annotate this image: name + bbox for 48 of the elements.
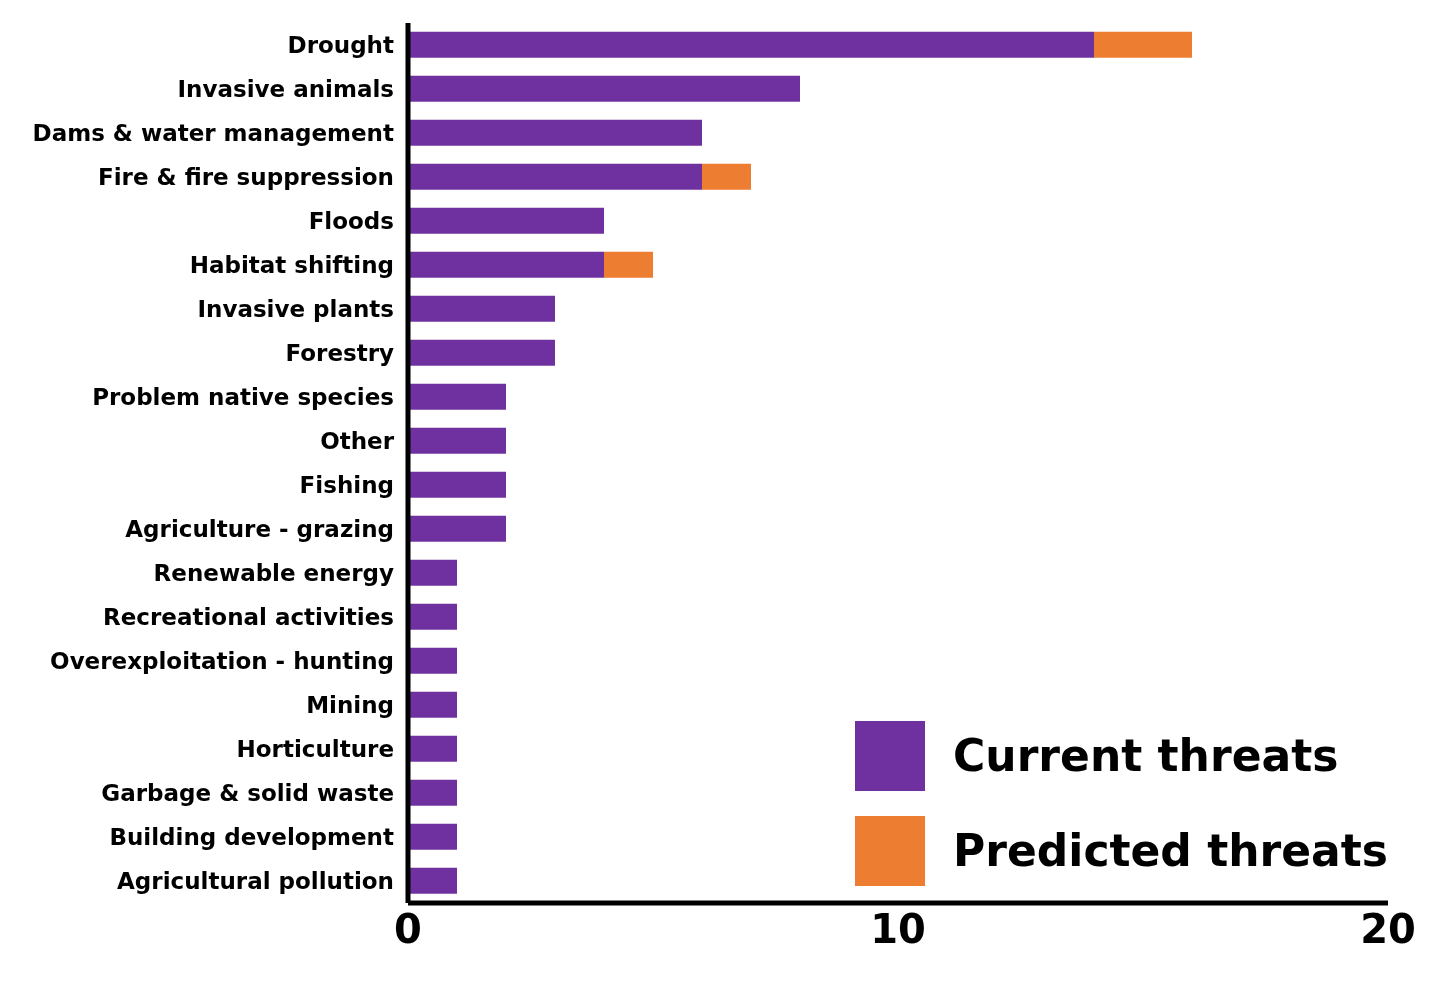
legend-label: Predicted threats — [953, 825, 1388, 876]
bar — [408, 31, 1094, 58]
bar — [1094, 31, 1192, 58]
bar — [408, 427, 506, 454]
bar — [408, 339, 555, 366]
bar — [408, 603, 457, 630]
bar — [408, 647, 457, 674]
bar — [408, 559, 457, 586]
bar — [408, 75, 800, 102]
bar — [408, 251, 604, 278]
y-tick-label: Overexploitation - hunting — [50, 648, 394, 675]
y-tick-label: Recreational activities — [103, 604, 394, 631]
bar — [408, 779, 457, 806]
bar — [408, 163, 702, 190]
bar — [408, 867, 457, 894]
y-tick-label: Invasive animals — [177, 76, 394, 103]
y-tick-label: Building development — [109, 824, 394, 851]
bar — [604, 251, 653, 278]
x-tick-label: 10 — [870, 906, 926, 953]
y-tick-label: Fishing — [299, 472, 394, 499]
bar — [408, 383, 506, 410]
y-tick-label: Dams & water management — [32, 120, 394, 147]
y-tick-label: Problem native species — [92, 384, 394, 411]
y-tick-label: Forestry — [285, 340, 394, 367]
x-tick-label: 0 — [394, 906, 422, 953]
bar — [408, 823, 457, 850]
y-tick-label: Renewable energy — [153, 560, 394, 587]
bar — [408, 119, 702, 146]
bar — [408, 515, 506, 542]
y-tick-label: Agricultural pollution — [117, 868, 394, 895]
legend-label: Current threats — [953, 730, 1339, 781]
bar — [702, 163, 751, 190]
y-tick-label: Horticulture — [236, 736, 394, 763]
y-tick-label: Drought — [287, 32, 394, 59]
bar — [408, 295, 555, 322]
bar — [408, 691, 457, 718]
x-tick-label: 20 — [1360, 906, 1416, 953]
y-tick-label: Floods — [308, 208, 394, 235]
y-tick-label: Habitat shifting — [189, 252, 394, 279]
y-tick-label: Garbage & solid waste — [101, 780, 394, 807]
y-tick-label: Agriculture - grazing — [125, 516, 394, 543]
bar — [408, 207, 604, 234]
y-tick-label: Mining — [306, 692, 394, 719]
bar — [408, 735, 457, 762]
y-tick-label: Fire & fire suppression — [98, 164, 394, 191]
y-tick-label: Invasive plants — [197, 296, 394, 323]
y-tick-label: Other — [320, 428, 395, 455]
bar — [408, 471, 506, 498]
